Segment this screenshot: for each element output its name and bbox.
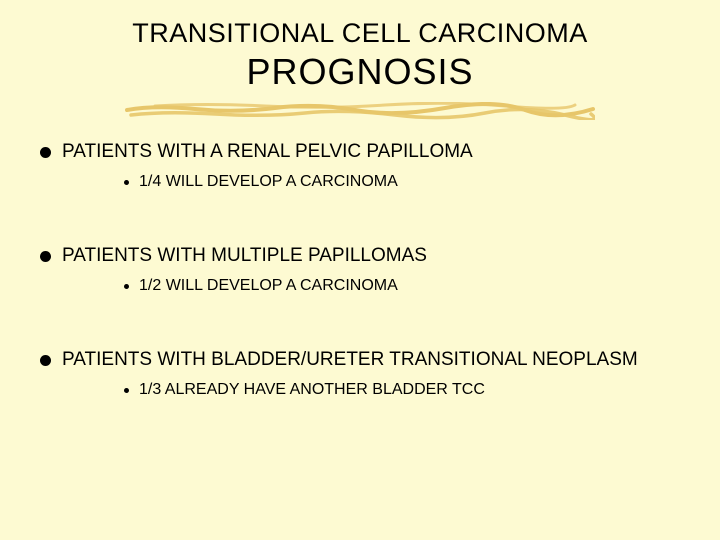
level1-text: PATIENTS WITH BLADDER/URETER TRANSITIONA… (62, 349, 638, 371)
level2-text: 1/3 ALREADY HAVE ANOTHER BLADDER TCC (139, 381, 485, 399)
title-top: TRANSITIONAL CELL CARCINOMA (0, 18, 720, 49)
level2-item: 1/4 WILL DEVELOP A CARCINOMA (124, 173, 700, 191)
bullet-dot-icon (124, 180, 129, 185)
title-block: TRANSITIONAL CELL CARCINOMA PROGNOSIS (0, 18, 720, 93)
level1-item: PATIENTS WITH BLADDER/URETER TRANSITIONA… (40, 349, 700, 371)
level1-text: PATIENTS WITH A RENAL PELVIC PAPILLOMA (62, 141, 473, 163)
content: PATIENTS WITH A RENAL PELVIC PAPILLOMA 1… (0, 101, 720, 399)
title-main: PROGNOSIS (246, 51, 473, 93)
level2-text: 1/2 WILL DEVELOP A CARCINOMA (139, 277, 398, 295)
level1-item: PATIENTS WITH MULTIPLE PAPILLOMAS (40, 245, 700, 267)
level2-item: 1/3 ALREADY HAVE ANOTHER BLADDER TCC (124, 381, 700, 399)
level1-item: PATIENTS WITH A RENAL PELVIC PAPILLOMA (40, 141, 700, 163)
slide: TRANSITIONAL CELL CARCINOMA PROGNOSIS PA… (0, 0, 720, 540)
underline-icon (125, 102, 595, 120)
bullet-disc-icon (40, 147, 51, 158)
level2-text: 1/4 WILL DEVELOP A CARCINOMA (139, 173, 398, 191)
level2-item: 1/2 WILL DEVELOP A CARCINOMA (124, 277, 700, 295)
bullet-group: PATIENTS WITH A RENAL PELVIC PAPILLOMA 1… (40, 141, 700, 191)
bullet-disc-icon (40, 355, 51, 366)
bullet-group: PATIENTS WITH MULTIPLE PAPILLOMAS 1/2 WI… (40, 245, 700, 295)
bullet-dot-icon (124, 388, 129, 393)
bullet-disc-icon (40, 251, 51, 262)
bullet-dot-icon (124, 284, 129, 289)
bullet-group: PATIENTS WITH BLADDER/URETER TRANSITIONA… (40, 349, 700, 399)
level1-text: PATIENTS WITH MULTIPLE PAPILLOMAS (62, 245, 427, 267)
